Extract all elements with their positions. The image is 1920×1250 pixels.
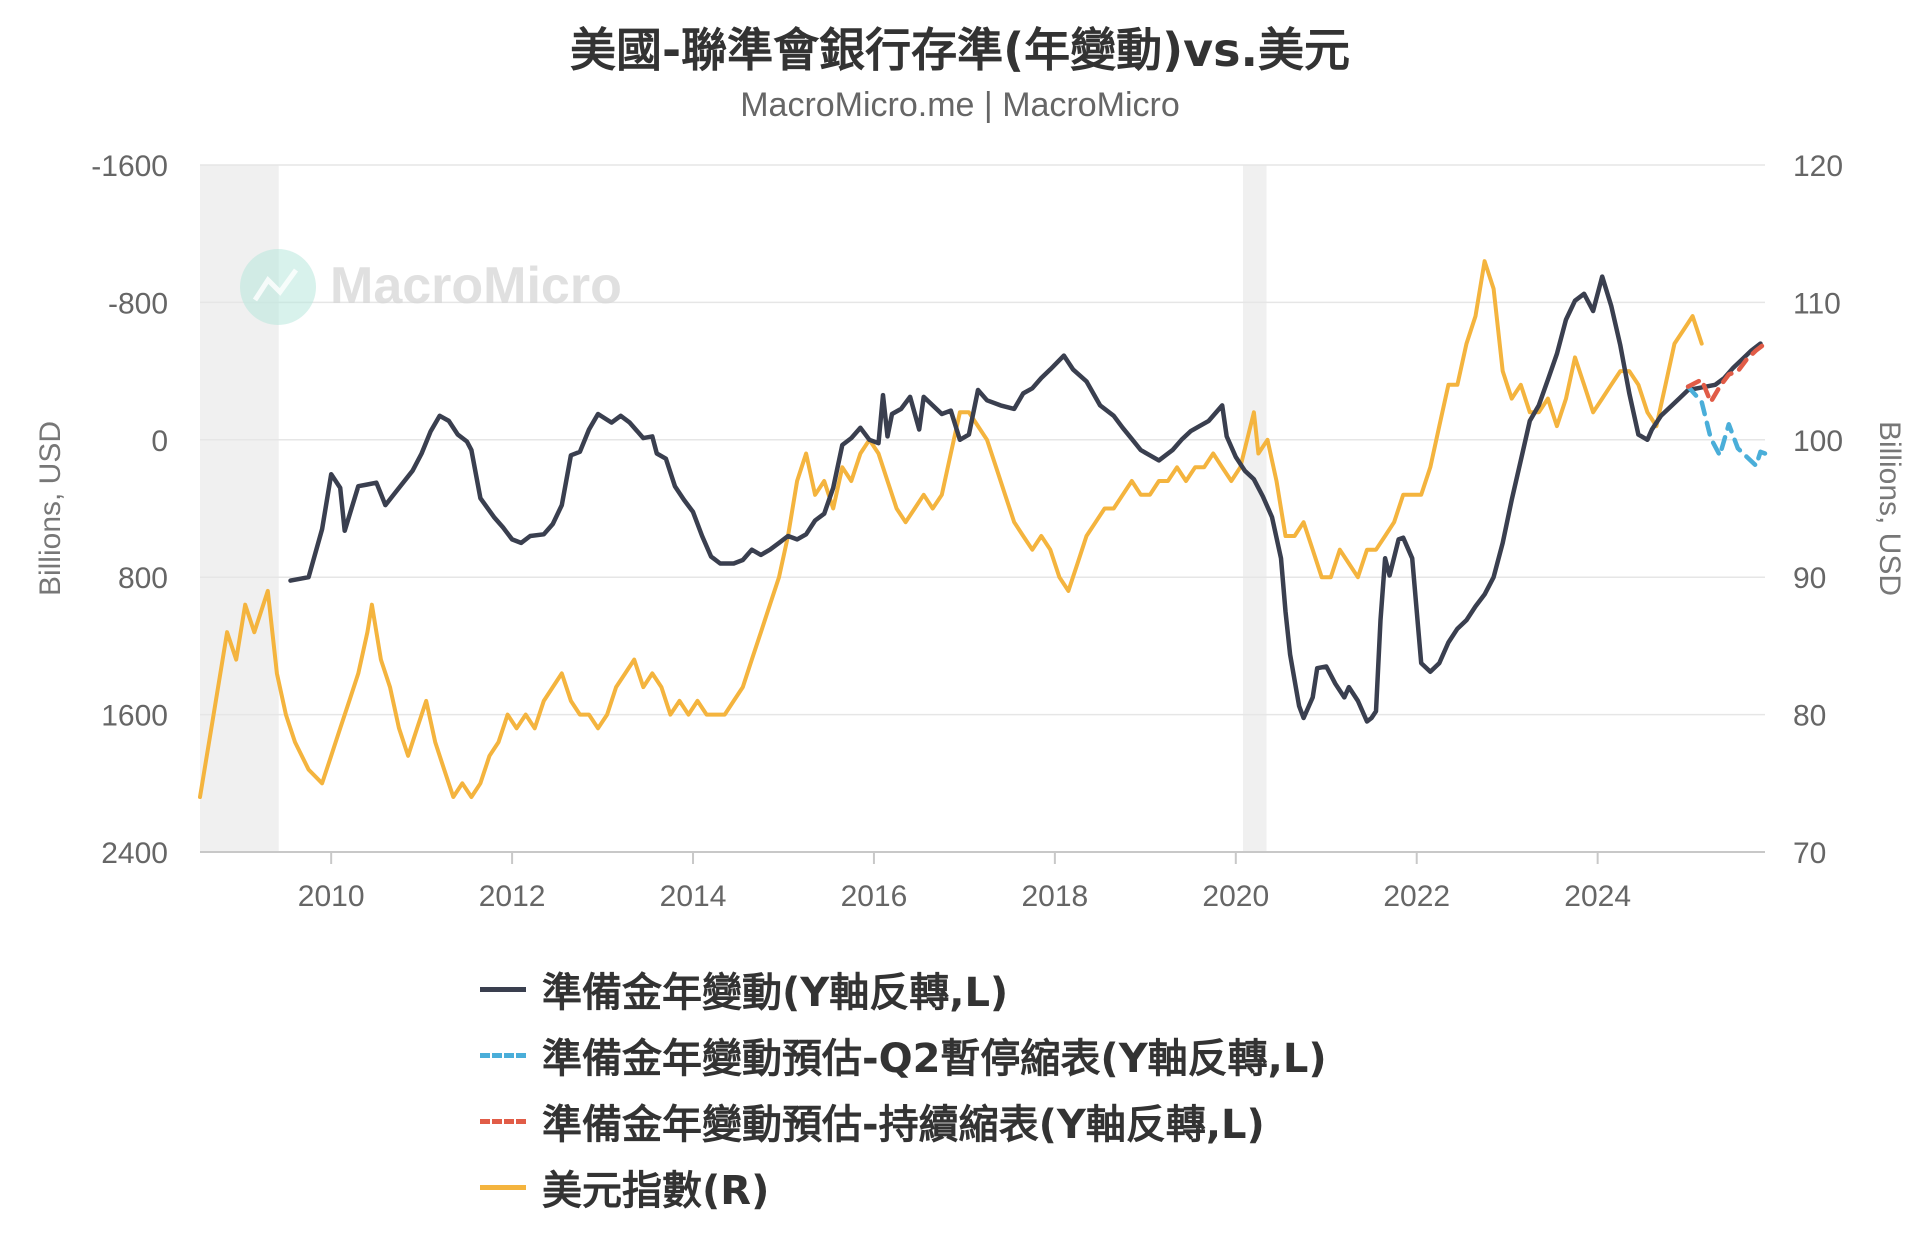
recession-bands	[200, 165, 1267, 852]
watermark-chart-icon	[252, 268, 299, 302]
legend-item[interactable]: 準備金年變動預估-Q2暫停縮表(Y軸反轉,L)	[480, 1022, 1580, 1088]
forecast-continue-series-line	[1685, 341, 1768, 405]
right-tick-label: 70	[1793, 837, 1826, 870]
x-tick-label: 2014	[660, 880, 727, 913]
watermark-text: MacroMicro	[330, 257, 622, 315]
legend-item[interactable]: 準備金年變動預估-持續縮表(Y軸反轉,L)	[480, 1088, 1580, 1154]
dxy-legend-swatch	[480, 1184, 526, 1190]
axes: -1600 120 -800 110 0 100 800 90 1600 80 2400 70 2010…	[34, 150, 1906, 913]
legend-label: 準備金年變動預估-Q2暫停縮表(Y軸反轉,L)	[542, 1036, 1327, 1082]
chart-subtitle: MacroMicro.me | MacroMicro	[740, 86, 1180, 124]
left-tick-label: 2400	[101, 837, 168, 870]
recession-band	[1243, 165, 1267, 852]
x-tick-label: 2024	[1564, 880, 1631, 913]
left-tick-label: -800	[108, 287, 168, 320]
left-axis-title: Billions, USD	[34, 421, 67, 596]
right-tick-label: 100	[1793, 425, 1843, 458]
legend-item[interactable]: 準備金年變動(Y軸反轉,L)	[480, 956, 1580, 1022]
right-tick-label: 80	[1793, 700, 1826, 733]
legend-item[interactable]: 美元指數(R)	[480, 1154, 1580, 1220]
reserves-legend-swatch	[480, 986, 526, 992]
x-tick-label: 2010	[298, 880, 365, 913]
left-tick-label: 0	[151, 425, 168, 458]
legend-label: 美元指數(R)	[542, 1168, 770, 1214]
right-tick-label: 110	[1793, 287, 1841, 320]
forecast-continue-legend-swatch	[480, 1118, 526, 1124]
forecast-pause-legend-swatch	[480, 1052, 526, 1058]
reserves-series-line	[288, 274, 1763, 724]
x-tick-label: 2018	[1021, 880, 1088, 913]
left-tick-label: -1600	[91, 150, 168, 183]
left-tick-label: 1600	[101, 700, 168, 733]
x-tick-label: 2012	[479, 880, 546, 913]
x-tick-label: 2022	[1383, 880, 1450, 913]
series-lines	[198, 259, 1768, 799]
forecast-pause-series-line	[1685, 384, 1768, 468]
right-tick-label: 90	[1793, 562, 1826, 595]
chart-plot: MacroMicro -1600 120 -800 110 0 100 800 90 1600 8…	[34, 150, 1906, 913]
left-tick-label: 800	[118, 562, 168, 595]
dxy-series-line	[198, 259, 1704, 799]
legend: 準備金年變動(Y軸反轉,L) 準備金年變動預估-Q2暫停縮表(Y軸反轉,L) 準備金…	[480, 956, 1580, 1220]
legend-label: 準備金年變動(Y軸反轉,L)	[542, 970, 1009, 1016]
watermark: MacroMicro	[240, 249, 622, 325]
right-tick-label: 120	[1793, 150, 1843, 183]
legend-label: 準備金年變動預估-持續縮表(Y軸反轉,L)	[542, 1102, 1265, 1148]
chart-title: 美國-聯準會銀行存準(年變動)vs.美元	[570, 23, 1350, 77]
right-axis-title: Billions, USD	[1873, 421, 1906, 596]
x-tick-label: 2016	[841, 880, 908, 913]
x-tick-label: 2020	[1202, 880, 1269, 913]
